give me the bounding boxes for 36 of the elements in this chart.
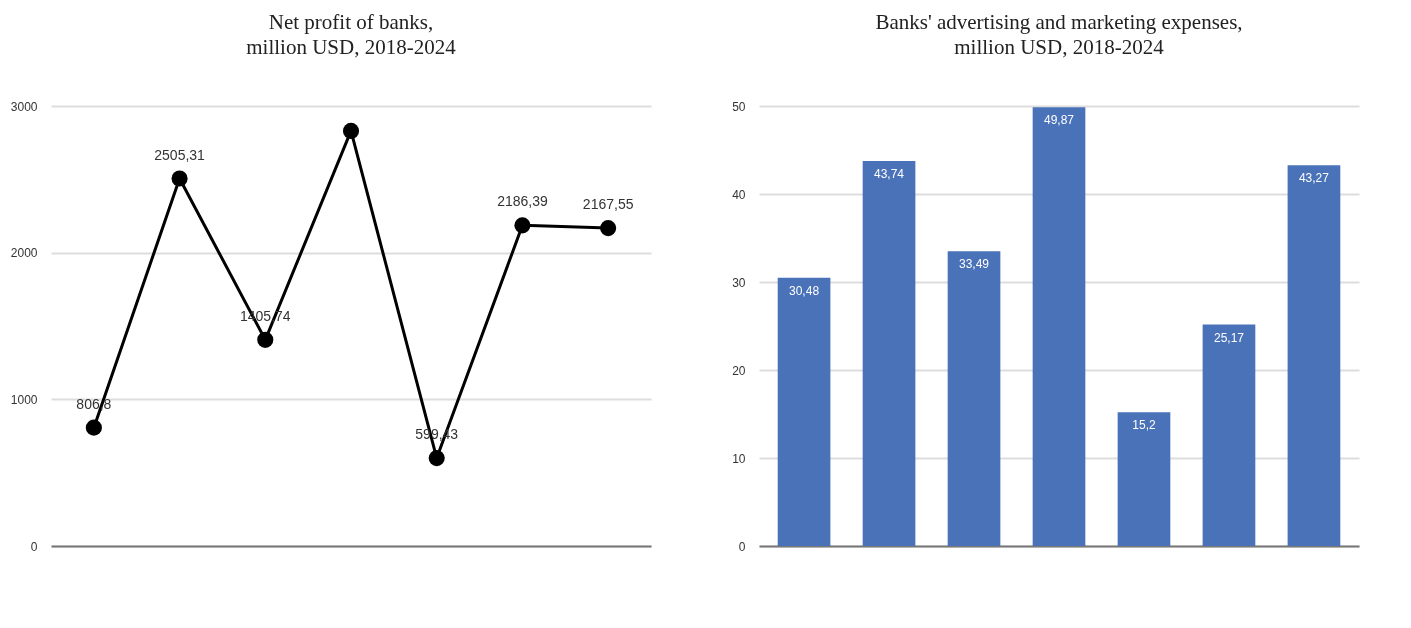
data-label: 15,2: [1132, 418, 1156, 433]
data-label: 25,17: [1213, 330, 1245, 345]
y-tick-label: 2000: [10, 246, 38, 261]
bar: [947, 251, 1001, 546]
bar: [1117, 412, 1171, 546]
y-tick-label: 1000: [10, 392, 38, 407]
chart-title: Net profit of banks, million USD, 2018-2024: [246, 10, 457, 59]
y-tick-label: 20: [732, 363, 746, 378]
y-tick-label: 0: [738, 539, 746, 554]
bar: [1287, 165, 1341, 546]
y-tick-label: 10: [732, 451, 746, 466]
data-label: 33,49: [959, 257, 990, 272]
point: [600, 220, 617, 237]
data-label: 2505,31: [154, 146, 206, 163]
data-label: 2167,55: [582, 196, 634, 213]
point: [514, 217, 531, 234]
y-tick-label: 0: [30, 539, 38, 554]
y-tick-label: 30: [732, 275, 746, 290]
bar: [1202, 324, 1256, 546]
data-label: 43,74: [874, 167, 905, 182]
chart-title: Banks' advertising and marketing expenses, million USD, 2018-2024: [875, 10, 1243, 59]
data-label: 49,87: [1043, 113, 1075, 128]
bar: [1032, 107, 1086, 546]
data-label: 30,48: [789, 283, 820, 298]
y-tick-label: 50: [732, 99, 746, 114]
bar: [862, 161, 916, 546]
point: [171, 170, 188, 187]
y-tick-label: 3000: [10, 99, 38, 114]
point: [428, 450, 445, 467]
point: [342, 122, 360, 139]
point: [257, 331, 274, 348]
data-label: 2186,39: [497, 193, 548, 210]
data-label: 43,27: [1298, 171, 1330, 186]
bar: [777, 277, 831, 546]
y-tick-label: 40: [732, 187, 746, 202]
point: [85, 419, 102, 436]
